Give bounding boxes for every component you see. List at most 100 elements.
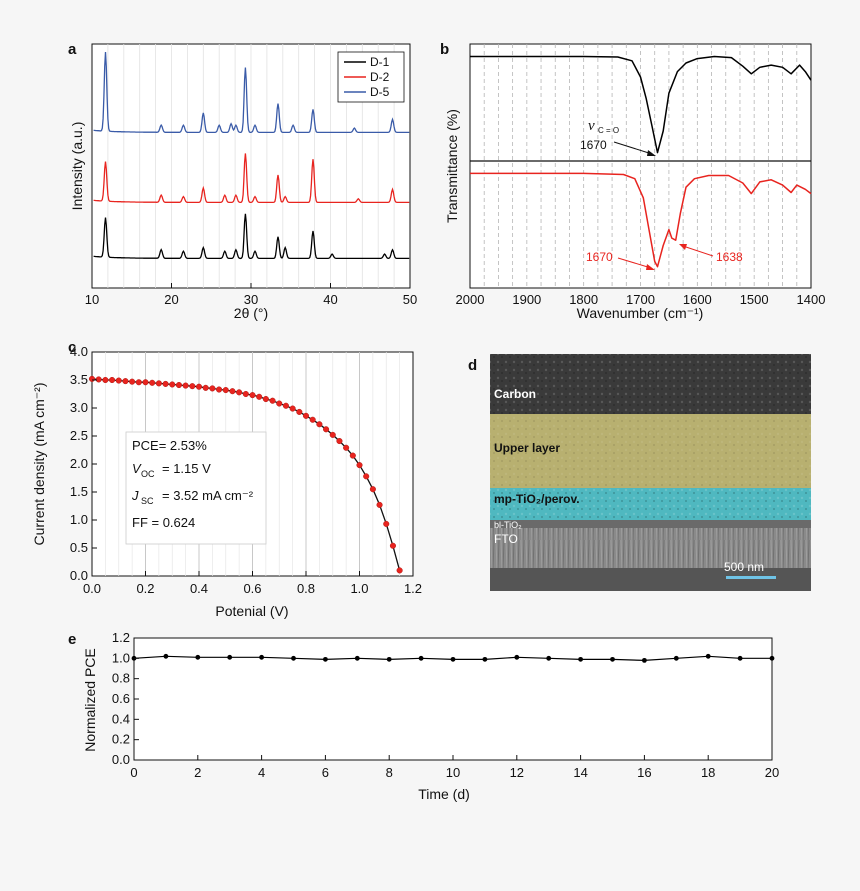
series-line-d-5 (93, 51, 410, 134)
data-point (149, 379, 156, 386)
annotation-arrow (617, 257, 652, 269)
tick-label: 0.5 (70, 540, 88, 555)
x-axis-label: Wavenumber (cm⁻¹) (577, 305, 704, 321)
data-point (323, 656, 328, 662)
stat-voc-value: = 1.15 V (162, 461, 211, 476)
tick-label: 18 (701, 765, 715, 780)
data-point (249, 392, 256, 399)
panel-d-sem-image: d Carbon Upper layer mp-TiO₂/perov. b (468, 354, 811, 591)
tick-label: 1.0 (350, 581, 368, 596)
data-point (227, 654, 233, 660)
tick-label: 1.2 (404, 581, 422, 596)
data-point (356, 462, 363, 469)
data-point (546, 655, 552, 661)
tick-label: 40 (323, 292, 337, 307)
stat-jsc-symbol: J (131, 488, 139, 503)
sem-label-mp-tio2: mp-TiO₂/perov. (494, 492, 580, 506)
data-point (229, 388, 236, 395)
series-line-d-1 (93, 213, 410, 260)
sem-texture (490, 354, 811, 414)
data-point (88, 375, 96, 382)
data-point (175, 381, 182, 389)
tick-label: 1.0 (112, 650, 130, 665)
tick-label: 50 (403, 292, 417, 307)
sem-layer-bl-tio2 (490, 520, 811, 528)
stat-voc-symbol: V (132, 461, 142, 476)
data-point (242, 390, 249, 398)
data-point (276, 400, 283, 407)
data-point (222, 387, 229, 394)
data-point (369, 486, 376, 493)
legend: D-1 D-2 D-5 (337, 51, 405, 103)
tick-label: 1600 (683, 292, 712, 307)
tick-label: 6 (322, 765, 329, 780)
sem-label-bl-tio2: bl-TiO₂ (494, 520, 522, 530)
y-tick-labels: 0.0 0.5 1.0 1.5 2.0 2.5 3.0 3.5 4.0 (70, 344, 97, 583)
data-point (202, 384, 209, 391)
tick-label: 0.8 (297, 581, 315, 596)
annotation-peak-1638: 1638 (716, 250, 743, 264)
data-point (323, 426, 330, 433)
panel-letter-e: e (68, 631, 76, 648)
data-point (162, 380, 169, 387)
data-point (329, 431, 336, 438)
legend-label: D-5 (370, 85, 390, 99)
data-point (673, 655, 679, 661)
data-point (354, 655, 360, 661)
data-point (135, 379, 142, 386)
tick-label: 20 (765, 765, 779, 780)
stats-background (125, 431, 267, 545)
y-axis-label: Normalized PCE (82, 648, 98, 751)
tick-label: 2.0 (70, 456, 88, 471)
data-point (309, 416, 316, 423)
tick-label: 2000 (456, 292, 485, 307)
sem-texture (490, 488, 811, 520)
data-point (363, 473, 370, 480)
stat-jsc-subscript: SC (141, 496, 154, 506)
data-point (386, 656, 392, 662)
data-point (296, 408, 303, 415)
data-point (396, 567, 403, 574)
legend-label: D-1 (370, 55, 390, 69)
data-point (291, 655, 296, 661)
annotation-peak-1670-red: 1670 (586, 250, 613, 264)
data-point (195, 654, 201, 660)
sem-label-carbon: Carbon (494, 387, 536, 401)
panel-c-jv-chart: c 0.0 0.2 0.4 0.6 0.8 1.0 1.2 0.0 0.5 1.0 1.5 2.0 2… (31, 339, 422, 619)
series-line-lower (470, 172, 812, 268)
data-point (209, 385, 216, 392)
tick-label: 30 (244, 292, 258, 307)
annotation-arrow (613, 141, 653, 155)
tick-label: 2 (194, 765, 201, 780)
panel-e-stability-chart: e 0 2 4 6 8 10 12 14 16 18 20 0.0 0.2 0.4 0.6 0.8 1.0 1.… (68, 630, 779, 802)
data-point (182, 382, 189, 389)
series-group (131, 653, 775, 663)
tick-label: 0.4 (190, 581, 208, 596)
tick-label: 0.0 (70, 568, 88, 583)
data-point (349, 452, 356, 459)
x-axis-label: 2θ (°) (234, 305, 268, 321)
panel-letter-b: b (440, 41, 449, 58)
tick-label: 0.2 (136, 581, 154, 596)
data-point (122, 378, 129, 385)
data-point (769, 655, 775, 661)
sem-texture (490, 414, 811, 488)
data-point (169, 381, 176, 388)
data-point (343, 444, 350, 451)
data-point (450, 656, 456, 662)
y-axis-label: Current density (mA cm⁻²) (31, 383, 47, 546)
data-point (376, 501, 383, 508)
x-tick-labels: 0.0 0.2 0.4 0.6 0.8 1.0 1.2 (83, 571, 422, 596)
tick-label: 0.2 (112, 732, 130, 747)
stat-pce: PCE= 2.53% (132, 438, 207, 453)
x-axis-label: Time (d) (418, 786, 470, 802)
y-axis-label: Intensity (a.u.) (69, 122, 85, 211)
tick-label: 3.5 (70, 372, 88, 387)
tick-label: 1400 (797, 292, 826, 307)
tick-label: 1.0 (70, 512, 88, 527)
tick-label: 0 (130, 765, 137, 780)
vertical-grid (483, 44, 798, 288)
x-tick-labels: 0 2 4 6 8 10 12 14 16 18 20 (130, 755, 779, 780)
series-line-upper (470, 55, 812, 154)
y-axis-label: Transmittance (%) (444, 109, 460, 223)
